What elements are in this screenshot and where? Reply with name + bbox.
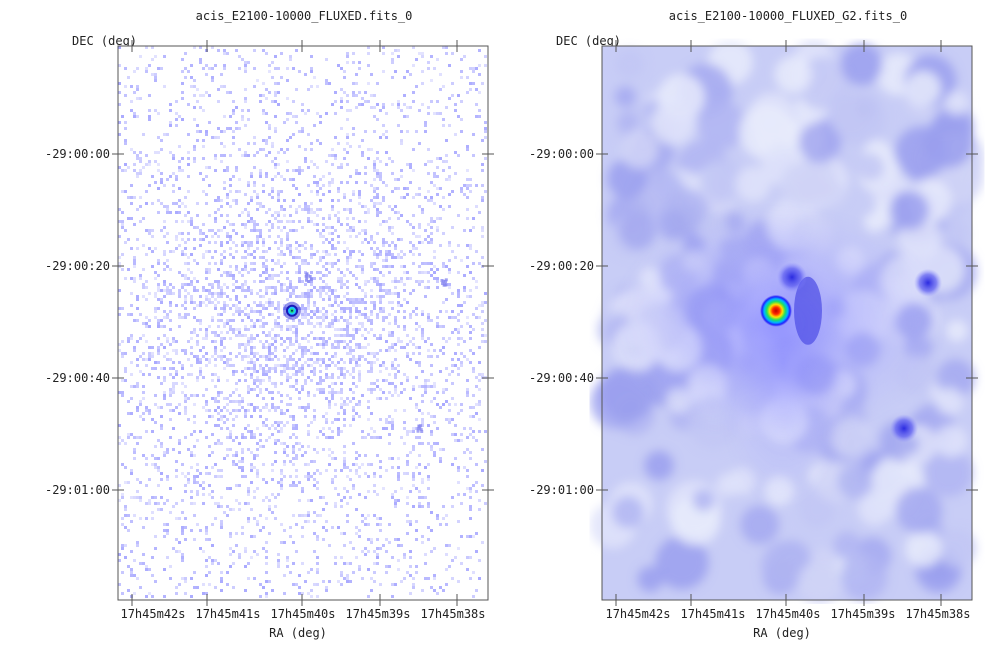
panel-title: acis_E2100-10000_FLUXED.fits_0 xyxy=(196,9,413,23)
y-tick-label: -29:00:20 xyxy=(529,259,594,273)
diffuse-emission xyxy=(713,212,853,513)
x-tick-label: 17h45m40s xyxy=(755,607,820,621)
point-source-faint xyxy=(304,272,313,284)
y-tick-label: -29:00:00 xyxy=(45,147,110,161)
y-tick-label: -29:01:00 xyxy=(45,483,110,497)
point-source-bright xyxy=(283,301,301,320)
y-tick-label: -29:00:40 xyxy=(529,371,594,385)
y-tick-label: -29:01:00 xyxy=(529,483,594,497)
y-ticks: -29:00:00 -29:00:20 -29:00:40 -29:01:00 xyxy=(529,147,978,497)
x-ticks: 17h45m42s 17h45m41s 17h45m40s 17h45m39s … xyxy=(120,40,486,640)
panel-raw: acis_E2100-10000_FLUXED.fits_0 DEC (deg)… xyxy=(45,9,494,640)
x-tick-label: 17h45m40s xyxy=(270,607,335,621)
x-axis-label: RA (deg) xyxy=(753,626,811,640)
y-tick-label: -29:00:40 xyxy=(45,371,110,385)
x-tick-label: 17h45m41s xyxy=(195,607,260,621)
point-source-faint xyxy=(914,268,942,297)
y-axis-label: DEC (deg) xyxy=(72,34,137,48)
x-tick-label: 17h45m39s xyxy=(830,607,895,621)
x-tick-label: 17h45m41s xyxy=(680,607,745,621)
point-source-faint xyxy=(890,414,918,443)
y-ticks: -29:00:00 -29:00:20 -29:00:40 -29:01:00 xyxy=(45,147,494,497)
x-tick-label: 17h45m42s xyxy=(605,607,670,621)
point-source-faint xyxy=(416,424,424,434)
y-axis-label: DEC (deg) xyxy=(556,34,621,48)
image-area xyxy=(117,45,489,601)
x-tick-label: 17h45m38s xyxy=(905,607,970,621)
x-tick-label: 17h45m39s xyxy=(345,607,410,621)
noise-pixels xyxy=(118,46,487,598)
x-tick-label: 17h45m38s xyxy=(420,607,485,621)
panel-smoothed: acis_E2100-10000_FLUXED_G2.fits_0 DEC (d… xyxy=(529,9,985,640)
x-tick-label: 17h45m42s xyxy=(120,607,185,621)
x-ticks: 17h45m42s 17h45m41s 17h45m40s 17h45m39s … xyxy=(605,40,971,640)
point-source-bright xyxy=(760,294,792,327)
y-tick-label: -29:00:20 xyxy=(45,259,110,273)
image-area xyxy=(589,38,985,604)
emission-filament xyxy=(794,276,822,345)
panel-title: acis_E2100-10000_FLUXED_G2.fits_0 xyxy=(669,9,907,23)
x-axis-label: RA (deg) xyxy=(269,626,327,640)
point-source-faint xyxy=(777,262,807,293)
y-tick-label: -29:00:00 xyxy=(529,147,594,161)
point-source-faint xyxy=(440,278,448,287)
